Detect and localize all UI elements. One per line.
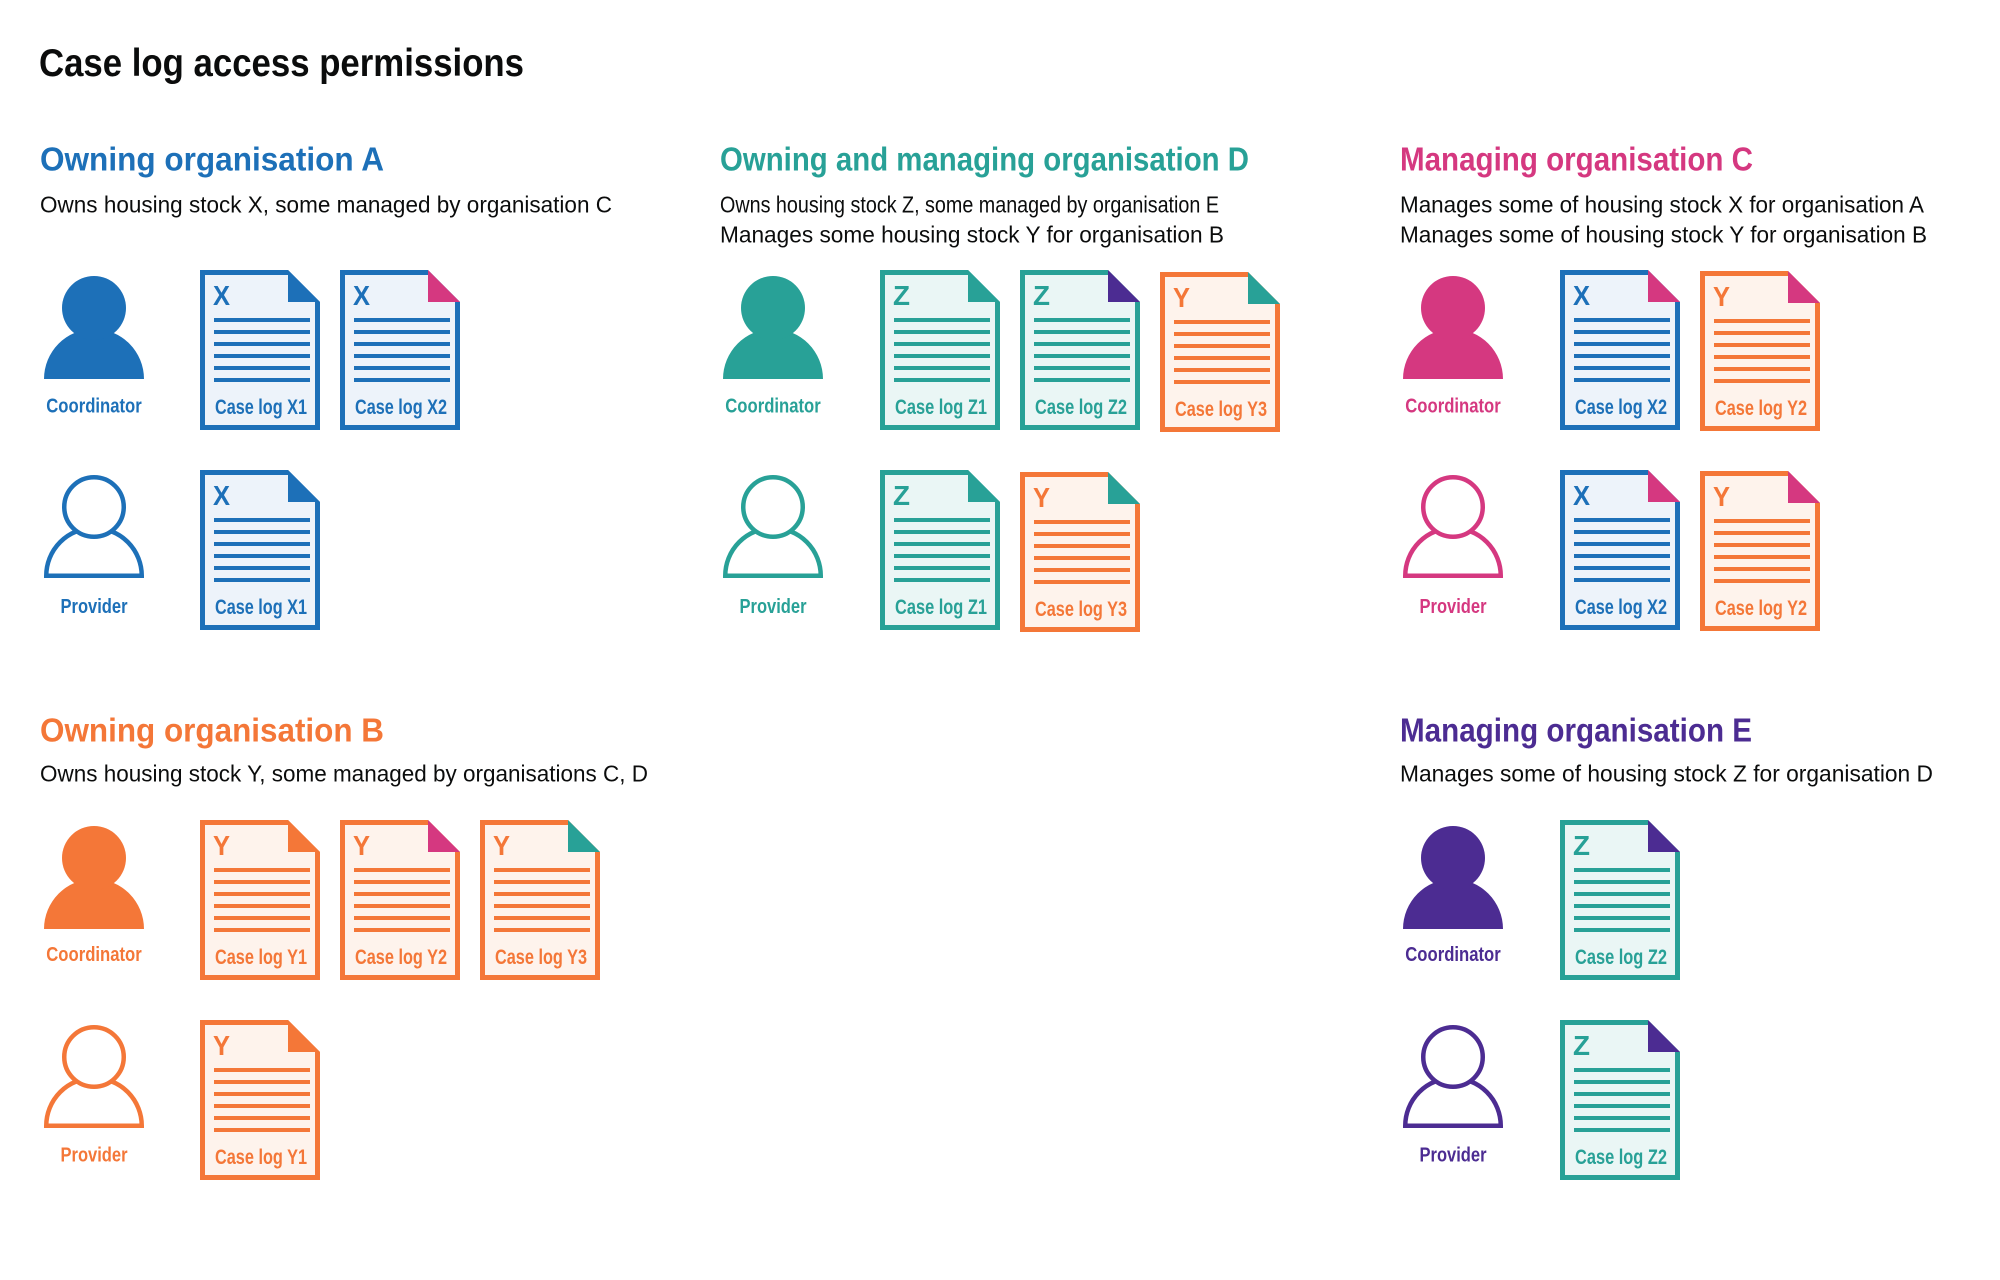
svg-text:Case log Z1: Case log Z1	[895, 396, 987, 419]
svg-text:Provider: Provider	[740, 595, 807, 618]
svg-text:Case log Y1: Case log Y1	[215, 946, 307, 969]
svg-text:Y: Y	[1173, 282, 1190, 313]
svg-text:Case log Y2: Case log Y2	[355, 946, 447, 969]
svg-text:Case log access permissions: Case log access permissions	[39, 42, 524, 85]
svg-text:Coordinator: Coordinator	[1405, 394, 1501, 417]
svg-text:Owns housing stock X, some man: Owns housing stock X, some managed by or…	[40, 192, 612, 218]
svg-text:Manages some of housing stock: Manages some of housing stock Z for orga…	[1400, 761, 1933, 787]
svg-text:Y: Y	[493, 830, 510, 861]
svg-text:Provider: Provider	[1420, 595, 1487, 618]
svg-text:Y: Y	[1713, 481, 1730, 512]
svg-text:Coordinator: Coordinator	[1405, 943, 1501, 966]
svg-text:Case log Z2: Case log Z2	[1035, 396, 1127, 419]
svg-text:Z: Z	[893, 280, 910, 311]
svg-text:Z: Z	[1033, 280, 1050, 311]
svg-text:X: X	[213, 280, 231, 311]
svg-text:Y: Y	[1033, 482, 1050, 513]
svg-text:Case log X2: Case log X2	[1575, 396, 1667, 419]
svg-text:Case log X1: Case log X1	[215, 596, 307, 619]
svg-text:Case log Y2: Case log Y2	[1715, 597, 1807, 620]
svg-text:Case log Z1: Case log Z1	[895, 596, 987, 619]
svg-text:Case log Z2: Case log Z2	[1575, 1146, 1667, 1169]
svg-text:Case log Y3: Case log Y3	[495, 946, 587, 969]
svg-text:Case log X1: Case log X1	[215, 396, 307, 419]
svg-text:Z: Z	[1573, 1030, 1590, 1061]
svg-text:Provider: Provider	[61, 1144, 128, 1167]
svg-text:Case log Z2: Case log Z2	[1575, 946, 1667, 969]
svg-text:Y: Y	[353, 830, 370, 861]
svg-text:Case log X2: Case log X2	[1575, 596, 1667, 619]
svg-text:X: X	[353, 280, 371, 311]
svg-text:Case log Y3: Case log Y3	[1035, 598, 1127, 621]
svg-text:Z: Z	[1573, 830, 1590, 861]
svg-text:Owning and managing organisati: Owning and managing organisation D	[720, 141, 1249, 178]
svg-text:Y: Y	[213, 830, 230, 861]
svg-text:Provider: Provider	[1420, 1144, 1487, 1167]
svg-text:Manages some of housing stock: Manages some of housing stock Y for orga…	[1400, 222, 1927, 248]
svg-text:Y: Y	[213, 1030, 230, 1061]
svg-text:Coordinator: Coordinator	[725, 394, 821, 417]
svg-text:Owning organisation A: Owning organisation A	[40, 141, 384, 178]
svg-text:Case log Y3: Case log Y3	[1175, 398, 1267, 421]
svg-text:Case log Y1: Case log Y1	[215, 1146, 307, 1169]
svg-text:Case log Y2: Case log Y2	[1715, 397, 1807, 420]
svg-text:Case log X2: Case log X2	[355, 396, 447, 419]
svg-text:Provider: Provider	[61, 595, 128, 618]
svg-text:Owns housing stock Y, some man: Owns housing stock Y, some managed by or…	[40, 761, 648, 787]
svg-text:X: X	[1573, 280, 1591, 311]
svg-text:Manages some housing stock Y f: Manages some housing stock Y for organis…	[720, 222, 1224, 248]
svg-text:Manages some of housing stock: Manages some of housing stock X for orga…	[1400, 192, 1924, 218]
svg-text:Managing organisation E: Managing organisation E	[1400, 711, 1752, 748]
svg-text:X: X	[213, 480, 231, 511]
svg-text:Z: Z	[893, 480, 910, 511]
svg-text:Owning organisation B: Owning organisation B	[40, 711, 384, 748]
svg-text:Managing organisation C: Managing organisation C	[1400, 141, 1753, 178]
svg-text:Coordinator: Coordinator	[46, 943, 142, 966]
svg-text:X: X	[1573, 480, 1591, 511]
svg-text:Owns housing stock Z, some man: Owns housing stock Z, some managed by or…	[720, 192, 1219, 218]
svg-text:Coordinator: Coordinator	[46, 394, 142, 417]
svg-text:Y: Y	[1713, 281, 1730, 312]
